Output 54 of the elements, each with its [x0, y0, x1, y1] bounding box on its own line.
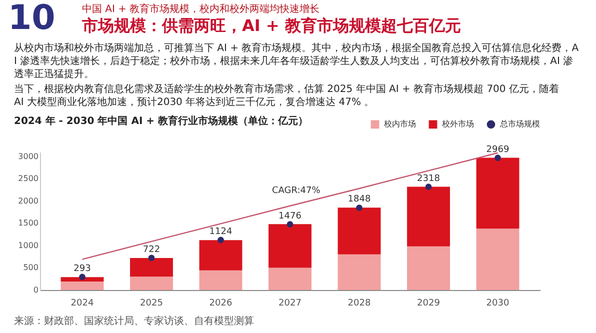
x-tick-label: 2030: [486, 298, 510, 308]
bar: [60, 277, 104, 282]
text: 从校内市场和校外市场两端加总，可推算当下 AI + 教育市场规模。其中，校内市场，根据全国教育总投入可估算信息化经费，AI 渗透率先快速增长，后趋于稳定；校外市场，根据未来几年各年级适龄学生人数及人均支出，可估算校外教育市场规模，AI 渗透率正迅猛提升。: [14, 42, 579, 80]
data-label: 1124: [209, 226, 232, 237]
legend-label: 校外市场: [441, 119, 474, 128]
y-tick-label: 0: [33, 286, 38, 294]
point: [356, 204, 362, 211]
bar: [338, 208, 381, 254]
point: [218, 236, 224, 244]
y-tick-label: 3000: [18, 152, 38, 161]
y-tick-label: 1000: [18, 240, 38, 250]
text: 2024 年 - 2030 年中国 AI + 教育行业市场规模（单位：亿元）: [14, 115, 308, 127]
x-tick-label: 2029: [417, 298, 440, 308]
data-label: 2969: [486, 144, 510, 155]
legend-label: 总市场规模: [499, 119, 540, 128]
legend-label: 校内市场: [383, 119, 416, 128]
bar: [199, 270, 242, 290]
data-label: 293: [74, 264, 91, 274]
x-tick-label: 2024: [70, 298, 94, 308]
bar: [268, 224, 312, 268]
y-tick-label: 500: [23, 263, 38, 272]
point: [425, 184, 432, 190]
x-tick-label: 2026: [209, 298, 232, 308]
text: 当下，根据校内教育信息化需求及适龄学生的校外教育市场需求，估算 2025 年中国 AI + 教育市场规模超 700 亿元，随着 AI 大模型商业化落地加速，预计2030 年将达到近三千亿元，复合增速达 47% 。: [14, 83, 559, 108]
point: [494, 154, 501, 161]
bar: [407, 186, 450, 246]
data-label: 722: [142, 244, 160, 255]
point: [148, 254, 155, 262]
data-label: 1476: [278, 211, 302, 222]
data-label: 1848: [348, 194, 371, 205]
bar: [199, 240, 242, 270]
point: [286, 221, 294, 228]
bar: [268, 268, 312, 290]
bar: [338, 254, 381, 290]
point: [79, 274, 86, 280]
chart-title: 市场规模：供需两旺，AI + 教育市场规模超七百亿元: [81, 16, 461, 35]
chart-subtitle: 中国 AI + 教育市场规模，校内和校外两端均快速增长: [82, 3, 320, 15]
x-tick-label: 2028: [348, 298, 371, 308]
x-tick-label: 2025: [140, 298, 163, 308]
y-tick-label: 2500: [18, 174, 38, 184]
y-tick-label: 2000: [18, 196, 38, 206]
bar: [476, 158, 520, 229]
bar: [130, 276, 173, 290]
bar: [476, 228, 520, 290]
annotation: CAGR:47%: [272, 186, 321, 196]
text: 10: [8, 0, 56, 38]
line-series: [82, 152, 498, 260]
bar: [60, 282, 104, 290]
x-tick-label: 2027: [278, 298, 302, 308]
source-note: 来源：财政部、国家统计局、专家访谈、自有模型测算: [14, 315, 254, 327]
data-label: 2318: [417, 174, 440, 184]
y-tick-label: 1500: [18, 218, 38, 228]
bar: [130, 258, 173, 277]
bar: [407, 246, 450, 290]
